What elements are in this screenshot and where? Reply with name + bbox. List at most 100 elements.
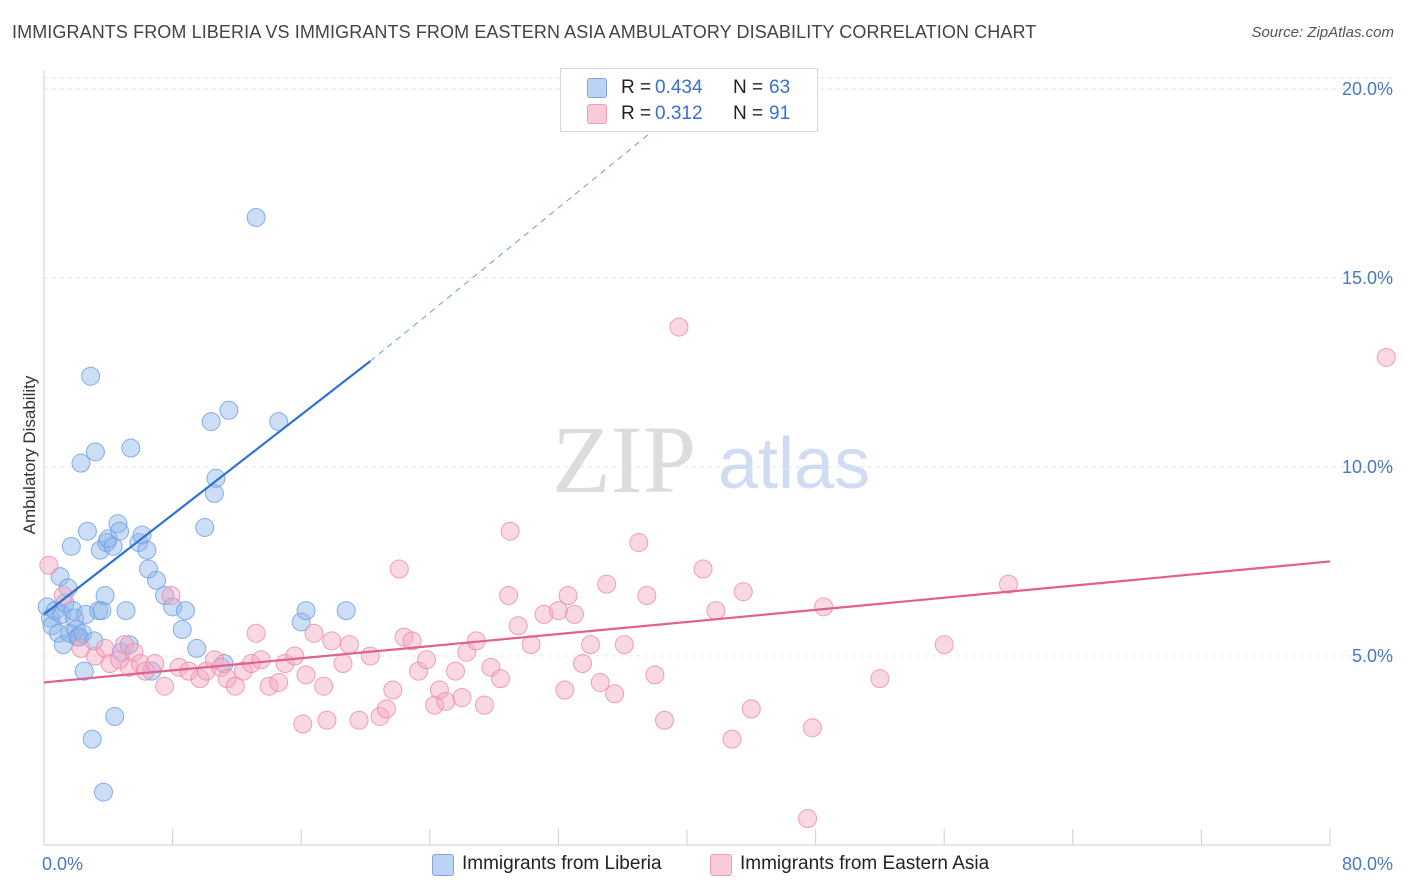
data-point (654, 710, 674, 730)
data-point (246, 207, 266, 227)
data-point (204, 483, 224, 503)
y-tick-label: 5.0% (1352, 646, 1393, 666)
data-point (581, 635, 601, 655)
data-point (499, 585, 519, 605)
data-point (121, 438, 141, 458)
data-point (999, 574, 1018, 594)
data-point (82, 729, 102, 749)
data-point (629, 533, 649, 553)
data-point (285, 646, 305, 666)
data-point (246, 623, 266, 643)
data-point (500, 521, 520, 541)
data-point (383, 680, 403, 700)
watermark-zip: ZIP (552, 406, 696, 513)
data-point (573, 654, 593, 674)
data-point (317, 710, 337, 730)
data-point (336, 601, 356, 621)
data-point (269, 672, 289, 692)
series-liberia (37, 207, 356, 802)
data-point (645, 665, 665, 685)
data-point (370, 706, 390, 726)
data-point (558, 585, 578, 605)
data-point (110, 521, 130, 541)
data-point (105, 706, 125, 726)
data-point (85, 442, 105, 462)
trend-lines (43, 96, 1331, 684)
trend-line-eastern-asia (43, 560, 1331, 684)
data-point (124, 642, 144, 662)
y-tick-label: 20.0% (1342, 79, 1393, 99)
data-point (870, 669, 890, 689)
data-point (304, 623, 324, 643)
legend-swatch-liberia (587, 78, 607, 98)
data-point (474, 695, 494, 715)
data-point (116, 601, 136, 621)
data-point (597, 574, 617, 594)
data-point (614, 635, 634, 655)
data-point (333, 654, 353, 674)
data-point (219, 400, 239, 420)
data-point (73, 623, 93, 643)
data-point (389, 559, 409, 579)
data-point (1376, 347, 1396, 367)
data-point (349, 710, 369, 730)
data-point (429, 680, 449, 700)
data-point (233, 661, 253, 681)
data-point (555, 680, 575, 700)
data-point (169, 657, 189, 677)
data-point (802, 718, 822, 738)
data-point (175, 601, 195, 621)
data-point (195, 517, 215, 537)
chart-title: IMMIGRANTS FROM LIBERIA VS IMMIGRANTS FR… (12, 22, 1037, 42)
data-point (155, 585, 175, 605)
trend-extension-liberia (370, 96, 696, 362)
data-point (339, 635, 359, 655)
data-point (417, 650, 437, 670)
data-point (225, 676, 245, 696)
data-point (360, 646, 380, 666)
legend-r-label: R = (621, 77, 652, 98)
data-point (161, 585, 181, 605)
series-eastern-asia (39, 317, 1396, 829)
data-point (269, 412, 289, 432)
data-point (296, 601, 316, 621)
data-point (508, 616, 528, 636)
data-point (114, 635, 134, 655)
data-point (187, 638, 207, 658)
data-point (402, 631, 422, 651)
data-point (293, 714, 313, 734)
data-point (425, 695, 445, 715)
data-point (798, 809, 818, 829)
data-point (296, 665, 316, 685)
legend-swatch-eastern-asia (587, 104, 607, 124)
data-point (733, 582, 753, 602)
correlation-legend: R = 0.434 N = 63 R = 0.312 N = 91 (560, 68, 818, 132)
data-point (147, 570, 167, 590)
data-point (190, 669, 210, 689)
data-point (39, 555, 59, 575)
data-point (548, 601, 568, 621)
legend-r-value: 0.434 (655, 77, 703, 98)
legend-n-value: 63 (769, 77, 791, 98)
data-point (214, 654, 234, 674)
data-point (155, 676, 175, 696)
data-point (138, 559, 158, 579)
legend-r-value: 0.312 (655, 103, 703, 124)
legend-swatch-liberia (432, 854, 454, 876)
data-point (100, 654, 120, 674)
data-point (93, 782, 113, 802)
data-point (314, 676, 334, 696)
data-point (722, 729, 742, 749)
data-point (119, 657, 139, 677)
data-point (201, 412, 221, 432)
data-point (322, 631, 342, 651)
y-tick-label: 15.0% (1342, 268, 1393, 288)
data-point (291, 612, 311, 632)
data-point (132, 525, 152, 545)
data-point (90, 540, 110, 560)
data-point (137, 540, 157, 560)
data-point (52, 604, 72, 624)
data-point (376, 699, 396, 719)
data-point (934, 635, 954, 655)
